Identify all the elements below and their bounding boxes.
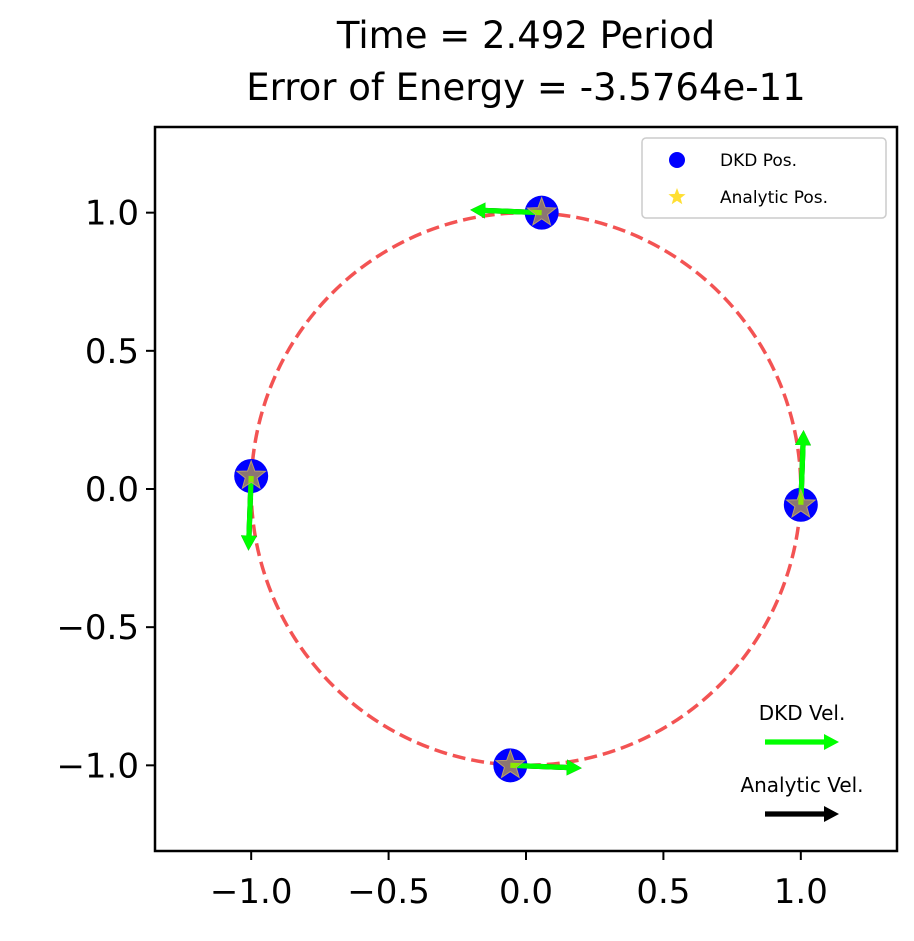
legend-analytic-pos-marker [668,188,686,205]
chart-title-line-1: Time = 2.492 Period [336,14,715,57]
dkd-velocity-arrow [240,475,257,551]
y-tick-label: 0.0 [85,470,139,510]
y-tick-label: −0.5 [56,608,139,648]
quiver-key-dkd-arrow [765,734,839,750]
legend-dkd-pos-label: DKD Pos. [720,151,797,171]
dkd-velocity-arrow [470,202,542,219]
dkd-velocity-arrow [510,759,582,776]
legend-dkd-pos-marker [669,152,685,168]
dkd-velocity-arrow [795,430,812,505]
x-tick-label: 0.5 [636,872,690,912]
analytic-position-star [235,459,267,490]
x-tick-label: 1.0 [774,872,828,912]
analytic-position-star [785,488,817,519]
quiver-key-analytic-label: Analytic Vel. [740,773,863,797]
analytic-position-star [494,748,526,779]
x-tick-label: −0.5 [347,872,430,912]
x-tick-label: 0.0 [499,872,553,912]
plot-area [153,125,899,853]
x-tick-label: −1.0 [210,872,293,912]
plot-background [155,127,897,851]
y-tick-label: −1.0 [56,746,139,786]
legend: DKD Pos. Analytic Pos. [641,137,887,219]
y-tick-label: 0.5 [85,332,139,372]
analytic-position-star [526,196,558,226]
quiver-key: DKD Vel. Analytic Vel. [740,701,864,822]
legend-box [641,137,887,219]
quiver-key-analytic-arrow [765,806,839,822]
legend-analytic-pos-label: Analytic Pos. [720,188,828,208]
chart-title-line-2: Error of Energy = -3.5764e-11 [246,66,805,109]
quiver-key-dkd-label: DKD Vel. [759,701,846,725]
y-tick-label: 1.0 [85,194,139,234]
